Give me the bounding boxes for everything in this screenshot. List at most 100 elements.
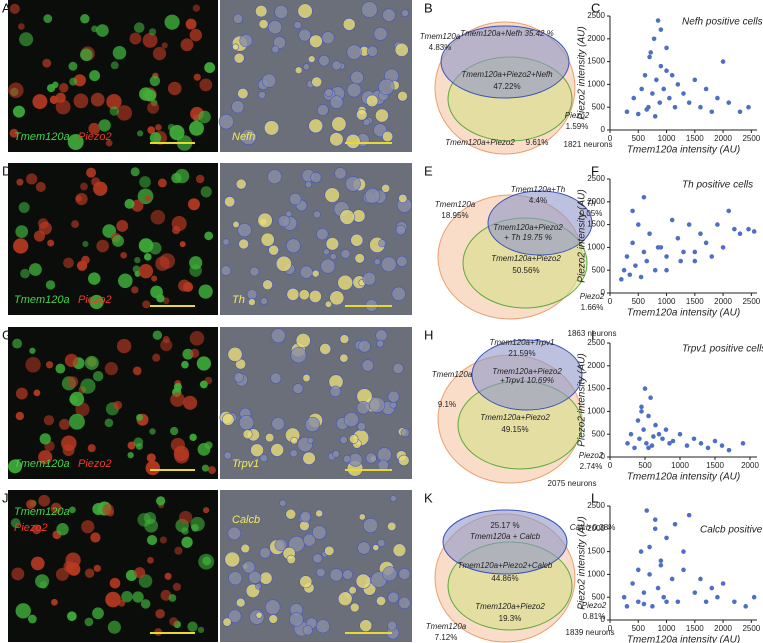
x-tick-label: 1000 (658, 624, 676, 633)
point (692, 590, 698, 595)
cell (227, 346, 243, 362)
point (743, 604, 748, 609)
point (664, 599, 669, 605)
y-axis-label: Piezo2 intensity (AU) (577, 516, 588, 609)
point (658, 562, 664, 568)
cell (297, 3, 313, 19)
panel-label: G (2, 327, 12, 342)
point (658, 27, 664, 32)
cell (164, 14, 180, 30)
point (669, 576, 675, 582)
cell (20, 268, 30, 279)
point (715, 222, 720, 227)
cell (138, 264, 154, 279)
cell (11, 567, 25, 581)
panel-label: D (2, 163, 11, 178)
point (652, 517, 658, 522)
cell (227, 526, 242, 541)
point (651, 36, 657, 42)
point (677, 431, 683, 437)
cell (240, 128, 257, 146)
cell (120, 251, 127, 259)
cell (329, 568, 343, 582)
cell (265, 432, 275, 443)
point (660, 436, 665, 442)
cell (337, 591, 353, 607)
cell (137, 130, 144, 137)
point (639, 404, 644, 410)
cell (19, 32, 34, 47)
venn-label: Tmem120a + Calcb (470, 532, 541, 541)
cell (197, 442, 211, 456)
point (624, 254, 630, 259)
cell (398, 454, 410, 467)
venn-label: 21.59% (508, 349, 535, 358)
cell (105, 139, 113, 147)
point (681, 91, 686, 96)
cell (43, 14, 53, 23)
cell (324, 545, 335, 556)
point (726, 447, 732, 453)
cell (362, 271, 376, 286)
venn-label: 18.95% (441, 211, 468, 220)
cell (223, 451, 232, 460)
cell (246, 289, 258, 300)
cell (68, 61, 78, 71)
venn-label: 1.59% (566, 122, 589, 131)
cell (365, 94, 379, 108)
venn-label: 47.22% (493, 82, 520, 91)
cell (302, 373, 311, 383)
x-tick-label: 2000 (714, 624, 732, 633)
cell (309, 34, 323, 49)
cell (45, 280, 56, 290)
cell (68, 506, 76, 514)
cell (116, 338, 132, 354)
cell (262, 279, 273, 291)
cell (332, 450, 340, 458)
cell (170, 426, 179, 436)
cell (381, 183, 391, 193)
cell (142, 300, 151, 309)
venn-label: 1.66% (581, 303, 604, 312)
point (664, 254, 669, 259)
cell (299, 520, 310, 532)
point (646, 445, 651, 451)
y-tick-label: 1500 (587, 57, 605, 66)
cell (198, 284, 213, 299)
venn-marker (471, 339, 583, 411)
cell (240, 543, 251, 554)
point (678, 258, 683, 264)
cell (73, 93, 89, 109)
cell (319, 343, 332, 355)
cell (394, 42, 409, 57)
y-tick-label: 500 (592, 265, 606, 274)
y-tick-label: 2500 (587, 174, 605, 183)
cell (290, 346, 307, 364)
cell (232, 13, 244, 24)
cell (152, 353, 161, 362)
cell (261, 73, 277, 88)
chart-title: Trpv1 positive cells (682, 344, 763, 355)
cell (387, 390, 400, 403)
cell (257, 212, 273, 228)
cell (378, 78, 395, 96)
point (621, 594, 627, 600)
point (658, 63, 664, 69)
point (627, 272, 633, 278)
cell (96, 239, 109, 253)
cell (354, 253, 365, 264)
cell (15, 387, 28, 400)
point (648, 50, 654, 55)
cell (180, 38, 194, 52)
cell (49, 95, 59, 105)
venn-label: 4.4% (529, 196, 547, 205)
cell (63, 257, 74, 269)
cell (142, 32, 158, 48)
cell (343, 412, 359, 428)
venn-label: Tmem120a+Piezo2 (475, 602, 545, 611)
channel-label: Piezo2 (78, 294, 112, 306)
cell (375, 329, 388, 342)
point (746, 226, 751, 232)
cell (312, 525, 327, 540)
point (719, 443, 725, 448)
